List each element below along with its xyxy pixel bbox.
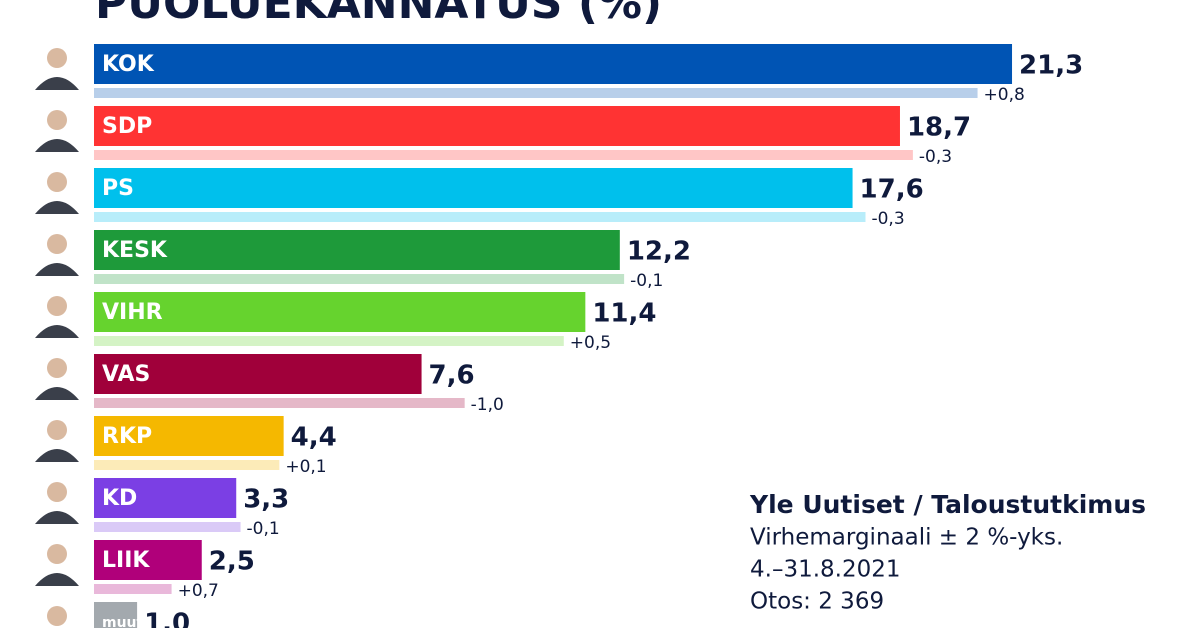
bar	[94, 416, 284, 456]
value-label: 17,6	[860, 175, 924, 205]
portrait	[35, 358, 79, 400]
portrait-body	[35, 263, 79, 276]
bar-label: VIHR	[102, 300, 163, 325]
portrait-head	[47, 420, 67, 440]
portrait-head	[47, 110, 67, 130]
portrait-body	[35, 511, 79, 524]
bar	[94, 292, 586, 332]
portrait	[35, 482, 79, 524]
source-title: Yle Uutiset / Taloustutkimus	[749, 490, 1146, 519]
value-label: 11,4	[592, 299, 656, 329]
bar	[94, 540, 202, 580]
portrait-body	[35, 573, 79, 586]
portrait-body	[35, 77, 79, 90]
portrait-head	[47, 358, 67, 378]
portrait	[35, 234, 79, 276]
portrait-body	[35, 387, 79, 400]
portrait-head	[47, 296, 67, 316]
portrait-head	[47, 48, 67, 68]
chart-title: PUOLUEKANNATUS (%)	[95, 0, 662, 29]
bar-label: VAS	[102, 362, 150, 387]
change-label: -1,0	[471, 395, 504, 415]
bar	[94, 602, 138, 628]
change-label: +0,5	[570, 333, 611, 353]
change-label: +0,8	[984, 85, 1025, 105]
previous-bar	[94, 584, 172, 594]
portrait	[35, 544, 79, 586]
change-label: -0,1	[630, 271, 663, 291]
bar	[94, 168, 853, 208]
previous-bar	[94, 212, 866, 222]
bar-label: KESK	[102, 238, 168, 263]
source-line: Otos: 2 369	[750, 589, 884, 615]
portrait-body	[35, 325, 79, 338]
previous-bar	[94, 274, 625, 284]
previous-bar	[94, 88, 978, 98]
bar-label: KD	[102, 486, 137, 511]
portrait	[35, 296, 79, 338]
change-label: +0,7	[178, 581, 219, 601]
previous-bar	[94, 150, 913, 160]
bar-label: LIIK	[102, 548, 150, 573]
bar-label: KOK	[102, 52, 155, 77]
value-label: 12,2	[627, 237, 691, 267]
portrait-head	[47, 606, 67, 626]
change-label: -0,3	[871, 209, 904, 229]
value-label: 1,0	[144, 609, 190, 628]
previous-bar	[94, 336, 564, 346]
bar	[94, 354, 422, 394]
bar	[94, 230, 620, 270]
source-line: Virhemarginaali ± 2 %-yks.	[750, 525, 1063, 551]
change-label: +0,1	[285, 457, 326, 477]
portrait-body	[35, 201, 79, 214]
source-line: 4.–31.8.2021	[750, 557, 901, 583]
previous-bar	[94, 460, 280, 470]
portrait-body	[35, 449, 79, 462]
bar	[94, 44, 1013, 84]
bar-label: RKP	[102, 424, 152, 449]
portrait-head	[47, 544, 67, 564]
value-label: 2,5	[209, 547, 255, 577]
bar-label: muut	[102, 615, 144, 628]
previous-bar	[94, 398, 465, 408]
bar-label: SDP	[102, 114, 152, 139]
value-label: 18,7	[907, 113, 971, 143]
bar-label: PS	[102, 176, 134, 201]
value-label: 7,6	[429, 361, 475, 391]
value-label: 21,3	[1019, 51, 1083, 81]
portrait	[47, 606, 67, 626]
portrait-head	[47, 172, 67, 192]
portrait	[35, 110, 79, 152]
portrait	[35, 172, 79, 214]
portrait-body	[35, 139, 79, 152]
value-label: 3,3	[243, 485, 289, 515]
portrait	[35, 420, 79, 462]
bar	[94, 478, 237, 518]
bar	[94, 106, 900, 146]
portrait-head	[47, 482, 67, 502]
portrait-head	[47, 234, 67, 254]
portrait	[35, 48, 79, 90]
change-label: -0,3	[919, 147, 952, 167]
previous-bar	[94, 522, 241, 532]
value-label: 4,4	[291, 423, 337, 453]
change-label: -0,1	[247, 519, 280, 539]
